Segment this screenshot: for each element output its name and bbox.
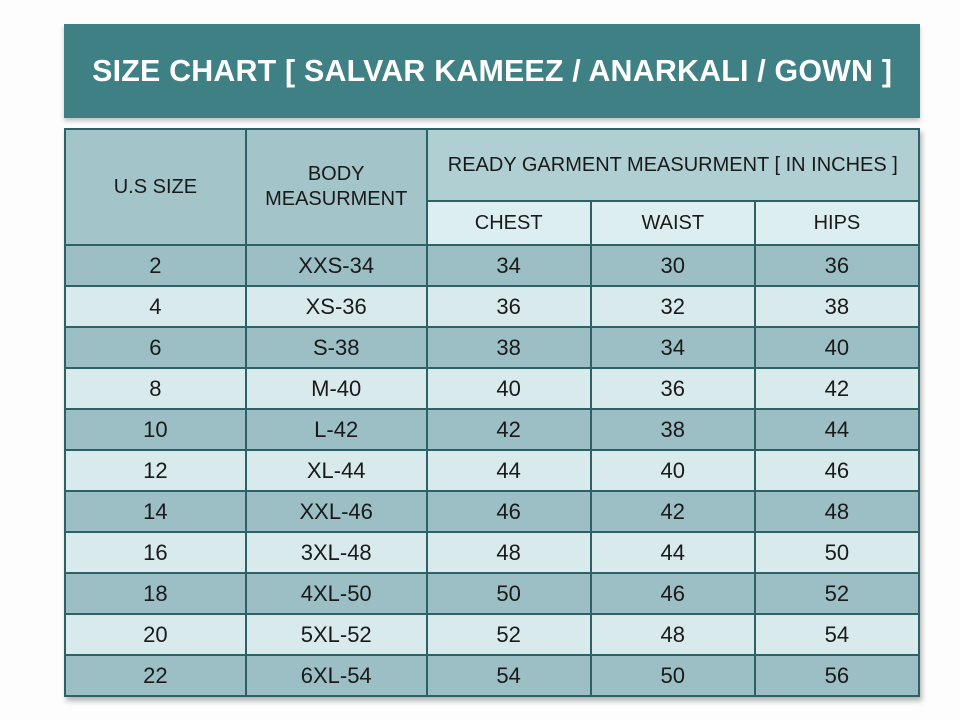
- cell-hips: 56: [753, 654, 921, 697]
- cell-chest: 42: [425, 408, 592, 451]
- size-chart-header: U.S SIZE BODY MEASURMENT READY GARMENT M…: [64, 128, 921, 246]
- table-row: 10 L-42 42 38 44: [64, 408, 921, 451]
- size-chart-table: U.S SIZE BODY MEASURMENT READY GARMENT M…: [64, 128, 921, 697]
- cell-body-measurement: L-42: [244, 408, 428, 451]
- table-row: 2 XXS-34 34 30 36: [64, 244, 921, 287]
- table-row: 16 3XL-48 48 44 50: [64, 531, 921, 574]
- table-row: 14 XXL-46 46 42 48: [64, 490, 921, 533]
- cell-waist: 34: [589, 326, 756, 369]
- cell-hips: 42: [753, 367, 921, 410]
- size-table-body: 2 XXS-34 34 30 36 4 XS-36 36 32 38 6 S-38 38 34 40 8 M-4…: [64, 244, 921, 697]
- cell-hips: 54: [753, 613, 921, 656]
- cell-chest: 52: [425, 613, 592, 656]
- cell-body-measurement: XL-44: [244, 449, 428, 492]
- cell-us-size: 20: [64, 613, 247, 656]
- cell-us-size: 4: [64, 285, 247, 328]
- cell-us-size: 12: [64, 449, 247, 492]
- cell-waist: 36: [589, 367, 756, 410]
- cell-waist: 44: [589, 531, 756, 574]
- cell-waist: 40: [589, 449, 756, 492]
- cell-body-measurement: XXL-46: [244, 490, 428, 533]
- cell-waist: 32: [589, 285, 756, 328]
- cell-us-size: 2: [64, 244, 247, 287]
- cell-chest: 50: [425, 572, 592, 615]
- cell-body-measurement: 4XL-50: [244, 572, 428, 615]
- cell-us-size: 6: [64, 326, 247, 369]
- table-row: 12 XL-44 44 40 46: [64, 449, 921, 492]
- table-row: 6 S-38 38 34 40: [64, 326, 921, 369]
- page-title: SIZE CHART [ SALVAR KAMEEZ / ANARKALI / …: [92, 53, 892, 88]
- cell-chest: 38: [425, 326, 592, 369]
- cell-us-size: 22: [64, 654, 247, 697]
- cell-us-size: 16: [64, 531, 247, 574]
- cell-waist: 30: [589, 244, 756, 287]
- cell-waist: 38: [589, 408, 756, 451]
- cell-waist: 50: [589, 654, 756, 697]
- cell-us-size: 10: [64, 408, 247, 451]
- cell-hips: 40: [753, 326, 921, 369]
- table-row: 22 6XL-54 54 50 56: [64, 654, 921, 697]
- col-header-us-size: U.S SIZE: [64, 128, 247, 246]
- cell-hips: 48: [753, 490, 921, 533]
- col-header-waist: WAIST: [589, 200, 756, 246]
- cell-chest: 40: [425, 367, 592, 410]
- cell-chest: 48: [425, 531, 592, 574]
- cell-body-measurement: 6XL-54: [244, 654, 428, 697]
- chart-title-bar: SIZE CHART [ SALVAR KAMEEZ / ANARKALI / …: [64, 24, 920, 118]
- cell-chest: 54: [425, 654, 592, 697]
- col-header-body-measurement: BODY MEASURMENT: [244, 128, 428, 246]
- col-header-chest: CHEST: [425, 200, 592, 246]
- cell-body-measurement: 3XL-48: [244, 531, 428, 574]
- size-chart-page: SIZE CHART [ SALVAR KAMEEZ / ANARKALI / …: [64, 24, 921, 697]
- cell-hips: 46: [753, 449, 921, 492]
- cell-body-measurement: M-40: [244, 367, 428, 410]
- table-row: 20 5XL-52 52 48 54: [64, 613, 921, 656]
- cell-body-measurement: XXS-34: [244, 244, 428, 287]
- cell-waist: 48: [589, 613, 756, 656]
- cell-us-size: 18: [64, 572, 247, 615]
- cell-chest: 36: [425, 285, 592, 328]
- table-row: 8 M-40 40 36 42: [64, 367, 921, 410]
- cell-waist: 46: [589, 572, 756, 615]
- table-row: 18 4XL-50 50 46 52: [64, 572, 921, 615]
- cell-us-size: 8: [64, 367, 247, 410]
- cell-hips: 36: [753, 244, 921, 287]
- table-row: 4 XS-36 36 32 38: [64, 285, 921, 328]
- cell-hips: 38: [753, 285, 921, 328]
- cell-chest: 46: [425, 490, 592, 533]
- cell-body-measurement: 5XL-52: [244, 613, 428, 656]
- cell-hips: 52: [753, 572, 921, 615]
- cell-body-measurement: S-38: [244, 326, 428, 369]
- cell-hips: 44: [753, 408, 921, 451]
- cell-chest: 44: [425, 449, 592, 492]
- col-header-ready-garment-group: READY GARMENT MEASURMENT [ IN INCHES ]: [425, 128, 921, 202]
- cell-waist: 42: [589, 490, 756, 533]
- cell-body-measurement: XS-36: [244, 285, 428, 328]
- cell-us-size: 14: [64, 490, 247, 533]
- col-header-hips: HIPS: [753, 200, 921, 246]
- cell-hips: 50: [753, 531, 921, 574]
- cell-chest: 34: [425, 244, 592, 287]
